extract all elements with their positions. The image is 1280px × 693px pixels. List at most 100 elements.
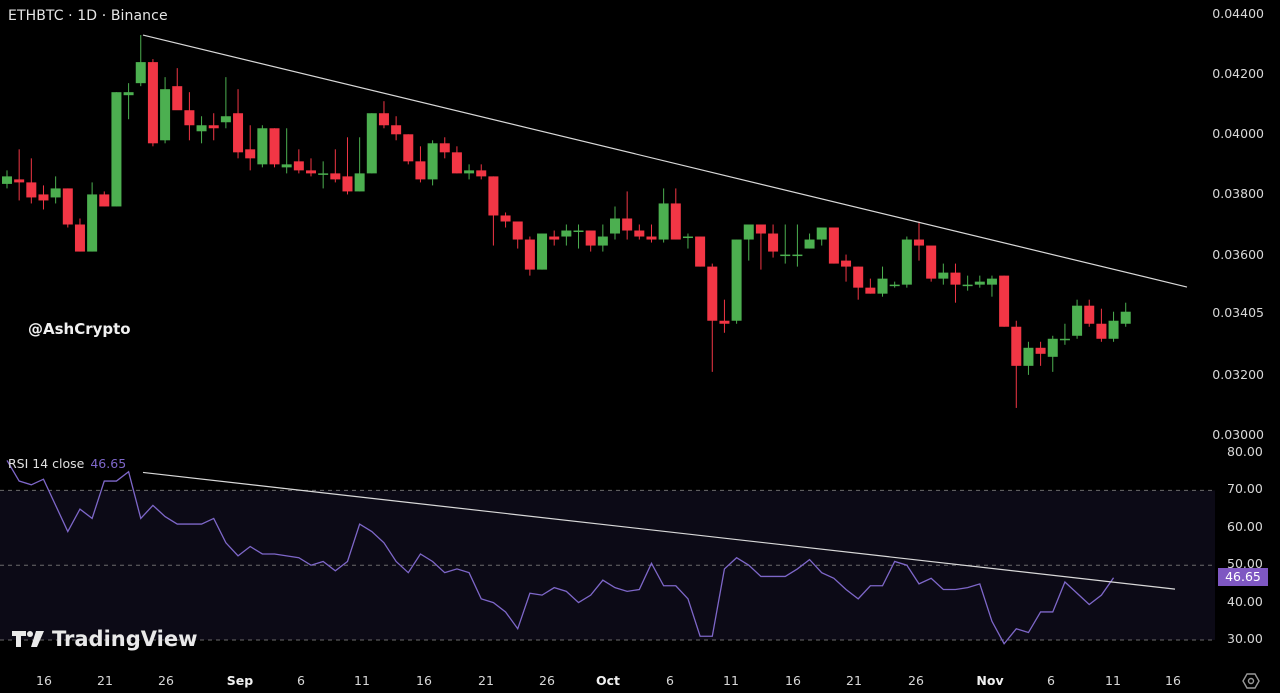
candle-down xyxy=(330,173,341,180)
candle-down xyxy=(914,239,924,246)
price-axis-label: 0.04400 xyxy=(1212,6,1264,21)
candle-down xyxy=(99,194,110,207)
candle-up xyxy=(354,173,365,192)
candle-up xyxy=(938,272,949,279)
candle-down xyxy=(524,239,535,270)
candle-up xyxy=(537,233,548,270)
time-axis-label: 26 xyxy=(158,673,174,688)
time-axis-label: 11 xyxy=(1105,673,1121,688)
time-axis-label: 21 xyxy=(846,673,862,688)
candle-up xyxy=(1120,311,1131,324)
candle-up xyxy=(464,170,475,174)
tradingview-logo-text: TradingView xyxy=(52,627,198,651)
time-axis-label: Nov xyxy=(976,673,1004,688)
candle-up xyxy=(974,281,985,285)
candle-down xyxy=(695,236,706,267)
candle-down xyxy=(391,125,402,135)
candle-up xyxy=(196,125,207,132)
candle-down xyxy=(306,170,316,174)
candle-down xyxy=(403,134,414,162)
candle-down xyxy=(26,182,37,198)
candle-down xyxy=(1035,347,1046,354)
candle-down xyxy=(233,113,244,153)
candle-down xyxy=(755,224,766,234)
candle-up xyxy=(573,230,584,233)
tradingview-logo-icon xyxy=(12,631,44,647)
candle-down xyxy=(14,179,25,183)
candle-up xyxy=(111,92,122,207)
candle-up xyxy=(1023,347,1034,366)
settings-gear-icon[interactable] xyxy=(1242,672,1260,690)
rsi-axis-label: 40.00 xyxy=(1227,593,1263,609)
candle-down xyxy=(172,86,183,111)
price-trendline xyxy=(142,34,1188,288)
candle-up xyxy=(427,143,438,180)
candle-down xyxy=(768,233,779,252)
candle-down xyxy=(707,266,718,321)
candle-up xyxy=(2,176,12,184)
candle-up xyxy=(792,254,803,257)
price-axis-label: 0.04000 xyxy=(1212,126,1264,142)
candle-down xyxy=(342,176,353,192)
candle-down xyxy=(1096,323,1107,339)
candle-down xyxy=(585,230,596,246)
candle-up xyxy=(1047,338,1058,357)
candle-up xyxy=(1108,320,1119,339)
rsi-legend-name: RSI 14 close xyxy=(8,456,85,471)
time-axis-label: 21 xyxy=(97,673,113,688)
candle-up xyxy=(658,203,669,240)
candle-up xyxy=(561,230,572,237)
candle-down xyxy=(853,266,864,288)
candle-up xyxy=(1072,305,1083,336)
candle-down xyxy=(451,152,462,174)
candle-down xyxy=(147,62,158,144)
time-axis-label: 6 xyxy=(297,673,305,688)
time-axis-label: 16 xyxy=(785,673,801,688)
candle-down xyxy=(634,230,645,237)
candle-up xyxy=(986,278,997,285)
candle-up xyxy=(889,284,900,287)
candle-down xyxy=(999,275,1010,327)
candle-down xyxy=(378,113,389,126)
candle-down xyxy=(488,176,499,216)
candle-down xyxy=(38,194,49,201)
candle-down xyxy=(670,203,681,240)
candle-down xyxy=(646,236,657,240)
candle-down xyxy=(62,188,73,225)
candle-up xyxy=(610,218,620,234)
candle-up xyxy=(816,227,827,240)
time-axis-label: 11 xyxy=(723,673,739,688)
candle-up xyxy=(743,224,754,240)
time-axis-label: 6 xyxy=(666,673,674,688)
candle-down xyxy=(245,149,256,159)
rsi-axis-label: 60.00 xyxy=(1227,518,1263,534)
candle-down xyxy=(828,227,839,264)
candle-up xyxy=(901,239,912,285)
rsi-legend[interactable]: RSI 14 close 46.65 xyxy=(8,456,126,471)
price-axis-label: 0.03800 xyxy=(1212,186,1264,202)
price-axis-label: 0.03000 xyxy=(1212,427,1264,442)
candle-down xyxy=(950,272,961,285)
candle-up xyxy=(780,254,791,257)
candle-down xyxy=(439,143,450,153)
candle-up xyxy=(877,278,888,294)
candle-down xyxy=(926,245,937,279)
time-axis-label: 6 xyxy=(1047,673,1055,688)
candle-up xyxy=(123,92,134,96)
candle-down xyxy=(269,128,280,165)
price-axis-label: 0.04200 xyxy=(1212,66,1264,82)
candle-down xyxy=(74,224,85,252)
candle-up xyxy=(366,113,377,174)
candle-down xyxy=(865,287,876,294)
candle-down xyxy=(184,110,195,126)
time-axis-label: Oct xyxy=(595,673,621,688)
rsi-legend-value: 46.65 xyxy=(90,456,127,471)
candle-up xyxy=(87,194,98,252)
tradingview-logo: TradingView xyxy=(10,627,197,651)
price-axis-label: 0.03600 xyxy=(1212,246,1264,262)
time-axis-label: 16 xyxy=(1165,673,1181,688)
candle-up xyxy=(220,116,231,123)
candle-down xyxy=(415,161,426,180)
time-axis-label: Sep xyxy=(226,673,254,688)
